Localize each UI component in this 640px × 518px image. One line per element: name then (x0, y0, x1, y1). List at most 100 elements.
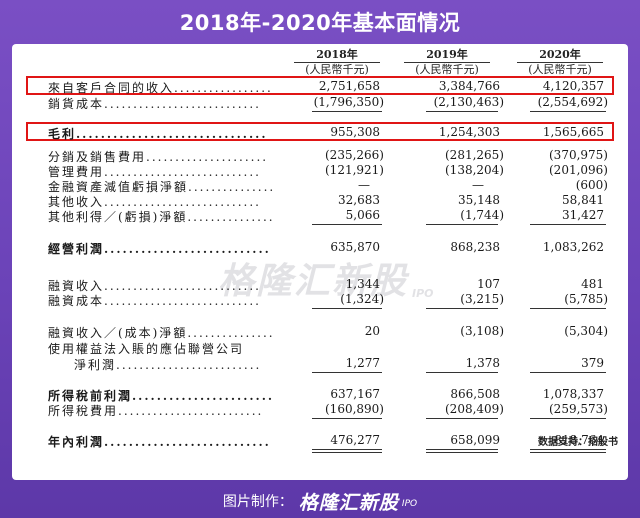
total-double-rule (426, 449, 498, 450)
row-label: 來自客戶合同的收入................. (48, 81, 273, 95)
subtotal-rule (312, 224, 382, 225)
value-2020: 58,841 (562, 193, 604, 207)
value-2019: 658,099 (450, 433, 500, 447)
value-2019: 3,384,766 (438, 79, 500, 93)
row-label: 其他利得／(虧損)淨額............... (48, 210, 275, 224)
table-row: 銷貨成本........................... (1,796,3… (12, 95, 628, 111)
table-row: 融資成本........................... (1,324) … (12, 292, 628, 308)
value-2018: 1,277 (345, 356, 380, 370)
row-label: 其他收入........................... (48, 195, 261, 209)
footer-label: 图片制作： (222, 494, 293, 510)
row-label: 使用權益法入賬的應佔聯營公司 (48, 342, 245, 356)
value-2020: (259,573) (549, 402, 608, 416)
subtotal-rule (530, 224, 606, 225)
total-double-rule (312, 449, 382, 450)
value-2020: (2,554,692) (537, 95, 608, 109)
value-2020: 1,083,262 (542, 240, 604, 254)
column-unit: (人民幣千元) (294, 62, 380, 76)
table-row: 融資收入........................... 1,344 10… (12, 277, 628, 293)
table-row: 所得稅費用......................... (160,890)… (12, 402, 628, 418)
watermark-text: 格隆汇新股 (218, 261, 409, 302)
subtotal-rule (426, 224, 498, 225)
row-label: 融資收入........................... (48, 279, 261, 293)
table-row: 所得稅前利潤....................... 637,167 86… (12, 387, 628, 403)
row-label: 年內利潤........................... (48, 435, 271, 449)
value-2019: (138,204) (445, 163, 504, 177)
value-2019: (208,409) (445, 402, 504, 416)
value-2019: (1,744) (460, 208, 504, 222)
value-2019: 1,378 (465, 356, 500, 370)
table-row: 融資收入／(成本)淨額............... 20 (3,108) (5… (12, 324, 628, 340)
table-row: 其他收入........................... 32,683 3… (12, 193, 628, 209)
subtotal-rule (426, 308, 498, 309)
column-year: 2020年 (539, 48, 581, 61)
page-title: 2018年-2020年基本面情况 (179, 11, 461, 35)
subtotal-rule (426, 111, 498, 112)
subtotal-rule (426, 372, 498, 373)
row-label: 所得稅前利潤....................... (48, 389, 275, 403)
value-2019: 35,148 (458, 193, 500, 207)
row-label: 融資成本........................... (48, 294, 261, 308)
row-label: 管理費用........................... (48, 165, 261, 179)
value-2018: 955,308 (330, 125, 380, 139)
subtotal-rule (312, 372, 382, 373)
column-unit: (人民幣千元) (517, 62, 603, 76)
value-2018: (1,796,350) (313, 95, 384, 109)
value-2018: 2,751,658 (318, 79, 380, 93)
subtotal-rule (426, 418, 498, 419)
financial-table-panel: 格隆汇新股 IPO 2018年 (人民幣千元) 2019年 (人民幣千元) 20… (12, 44, 628, 480)
value-2019: 868,238 (450, 240, 500, 254)
footer-credit: 图片制作： 格隆汇新股 IPO (0, 484, 640, 518)
column-header-2020: 2020年 (人民幣千元) (517, 48, 603, 76)
value-2020: (5,304) (564, 324, 608, 338)
total-double-rule (530, 452, 606, 453)
value-2018: 637,167 (330, 387, 380, 401)
table-row: 分銷及銷售費用..................... (235,266) (… (12, 148, 628, 164)
value-2020: 1,078,337 (542, 387, 604, 401)
table-row: 管理費用........................... (121,921… (12, 163, 628, 179)
subtotal-rule (530, 418, 606, 419)
row-label: 融資收入／(成本)淨額............... (48, 326, 275, 340)
value-2018: (1,324) (340, 292, 384, 306)
row-label: 金融資產減值虧損淨額............... (48, 180, 276, 194)
value-2020: (370,975) (549, 148, 608, 162)
value-2018: (121,921) (325, 163, 384, 177)
row-label: 所得稅費用......................... (48, 404, 264, 418)
subtotal-rule (530, 308, 606, 309)
highlight-gross-profit-row (26, 122, 614, 141)
total-double-rule (530, 449, 606, 450)
table-row: 金融資產減值虧損淨額............... — — (600) (12, 178, 628, 194)
table-row: 使用權益法入賬的應佔聯營公司 (12, 340, 628, 356)
value-2020: 4,120,357 (542, 79, 604, 93)
highlight-revenue-row (26, 76, 614, 95)
value-2020: 818,764 (554, 433, 604, 447)
value-2019: 866,508 (450, 387, 500, 401)
value-2018: — (358, 178, 370, 192)
value-2018: (160,890) (325, 402, 384, 416)
value-2018: 5,066 (345, 208, 380, 222)
column-unit: (人民幣千元) (404, 62, 490, 76)
value-2020: (5,785) (564, 292, 608, 306)
value-2020: 1,565,665 (542, 125, 604, 139)
row-label: 淨利潤......................... (74, 358, 262, 372)
value-2018: 20 (364, 324, 380, 338)
value-2019: (2,130,463) (433, 95, 504, 109)
row-label: 分銷及銷售費用..................... (48, 150, 269, 164)
table-row: 其他利得／(虧損)淨額............... 5,066 (1,744)… (12, 208, 628, 224)
value-2020: 481 (581, 277, 604, 291)
total-double-rule (312, 452, 382, 453)
value-2020: (600) (575, 178, 608, 192)
value-2019: (3,108) (460, 324, 504, 338)
column-header-2019: 2019年 (人民幣千元) (404, 48, 490, 76)
watermark: 格隆汇新股 IPO (218, 244, 458, 304)
table-row: 來自客戶合同的收入................. 2,751,658 3,3… (12, 79, 628, 95)
value-2020: 31,427 (562, 208, 604, 222)
footer-logo: 格隆汇新股 (298, 491, 399, 514)
value-2018: 635,870 (330, 240, 380, 254)
total-double-rule (426, 452, 498, 453)
value-2018: (235,266) (325, 148, 384, 162)
column-header-2018: 2018年 (人民幣千元) (294, 48, 380, 76)
value-2018: 476,277 (330, 433, 380, 447)
value-2019: 1,254,303 (438, 125, 500, 139)
value-2018: 1,344 (345, 277, 380, 291)
